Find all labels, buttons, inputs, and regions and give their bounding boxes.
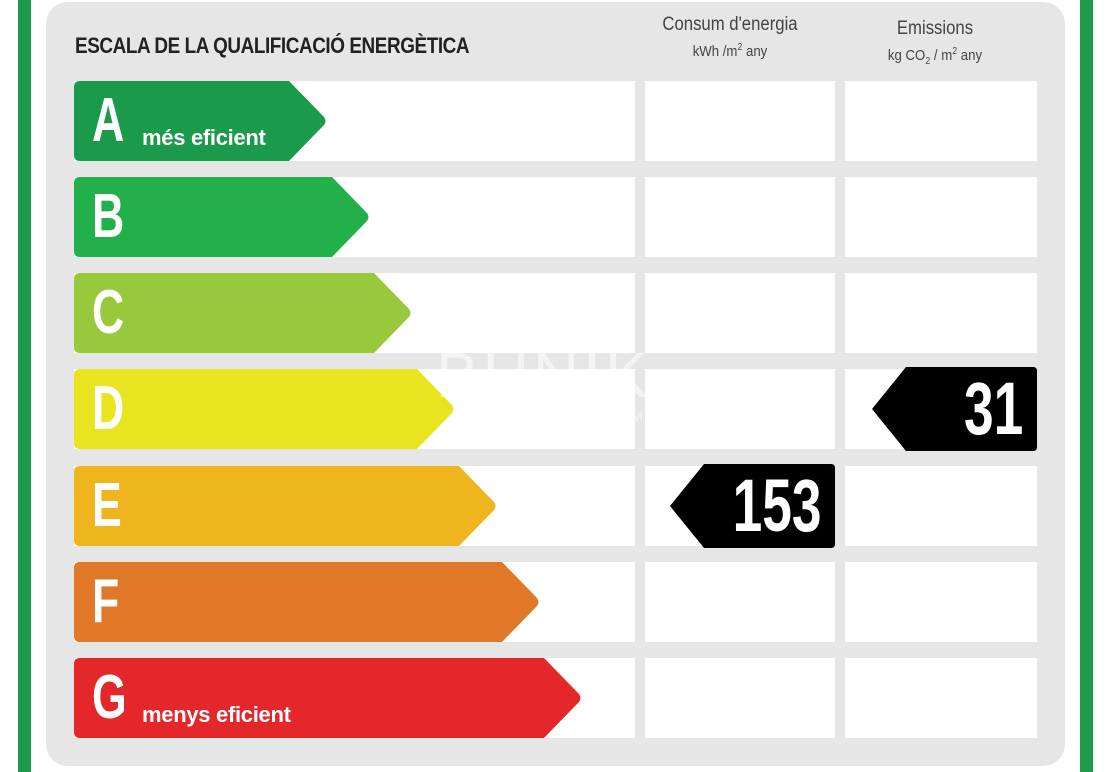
emissions-cell-e: [845, 466, 1037, 546]
rating-letter: B: [92, 182, 125, 251]
watermark-sub: HOME: [604, 408, 658, 424]
rating-row-e: E: [74, 466, 1037, 546]
frame-left-bar: [18, 0, 31, 772]
rating-row-b: B: [74, 177, 1037, 257]
scale-title: ESCALA DE LA QUALIFICACIÓ ENERGÈTICA: [75, 33, 470, 58]
energy-cell-a: [645, 81, 835, 161]
emissions-badge-shape: [872, 367, 1037, 451]
rating-arrow-g: [74, 658, 581, 738]
rating-letter: E: [92, 471, 122, 540]
energy-header-label: Consum d'energia: [662, 14, 798, 35]
rating-letter: C: [92, 278, 125, 347]
rating-description: més eficient: [142, 125, 266, 150]
emissions-cell-g: [845, 658, 1037, 738]
rating-letter: D: [92, 374, 125, 443]
emissions-cell-a: [845, 81, 1037, 161]
energy-cell-d: [645, 369, 835, 449]
emissions-badge-value: 31: [963, 367, 1023, 450]
energy-cell-b: [645, 177, 835, 257]
rating-arrow-f: [74, 562, 539, 642]
emissions-column-header: Emissions kg CO2 / m2 any: [845, 18, 1025, 67]
rating-letter: A: [92, 86, 125, 155]
rating-row-f: F: [74, 562, 1037, 642]
rating-letter: G: [92, 663, 127, 732]
emissions-header-label: Emissions: [896, 18, 974, 39]
rating-row-d: D: [74, 369, 1037, 449]
energy-cell-c: [645, 273, 835, 353]
rating-arrow-b: [74, 177, 369, 257]
emissions-cell-b: [845, 177, 1037, 257]
emissions-badge: 31: [872, 367, 1037, 451]
rating-arrow-c: [74, 273, 411, 353]
emissions-header-unit: kg CO2 / m2 any: [887, 46, 983, 67]
rating-description: menys eficient: [142, 702, 291, 727]
rating-arrow-d: [74, 369, 454, 449]
energy-consumption-badge-shape: [670, 464, 835, 548]
rating-letter: F: [92, 567, 120, 636]
energy-cell-g: [645, 658, 835, 738]
watermark-brand: BUNIK: [436, 339, 652, 411]
rating-arrow-e: [74, 466, 496, 546]
energy-column-header: Consum d'energia kWh /m2 any: [645, 14, 815, 60]
energy-header-unit: kWh /m2 any: [692, 42, 768, 60]
energy-consumption-badge: 153: [670, 464, 835, 548]
rating-row-c: C: [74, 273, 1037, 353]
emissions-cell-c: [845, 273, 1037, 353]
energy-cell-f: [645, 562, 835, 642]
frame-right-bar: [1080, 0, 1093, 772]
energy-consumption-badge-value: 153: [732, 464, 821, 547]
rating-arrow-a: [74, 81, 326, 161]
emissions-cell-f: [845, 562, 1037, 642]
